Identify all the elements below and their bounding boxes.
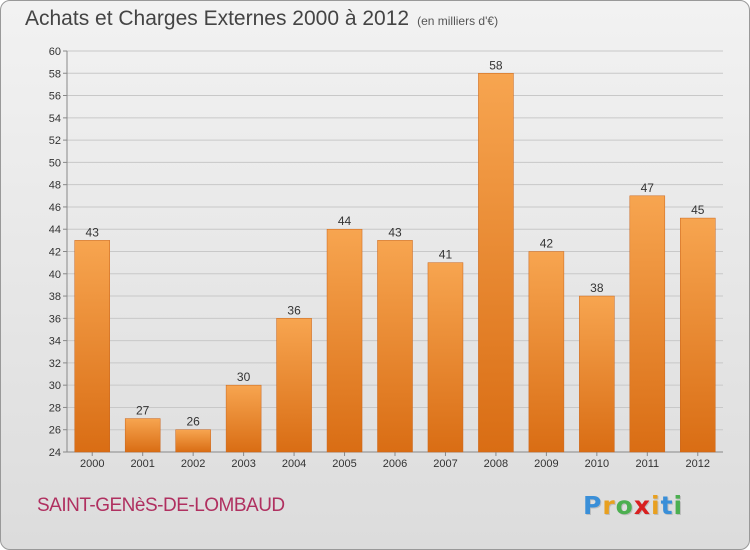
y-tick-label: 40 (49, 269, 61, 281)
x-tick-label: 2009 (534, 458, 558, 470)
bar (377, 240, 413, 453)
y-tick-label: 46 (49, 202, 61, 214)
y-tick-label: 54 (49, 113, 61, 125)
y-tick-label: 58 (49, 68, 61, 80)
y-tick-label: 34 (49, 336, 61, 348)
data-label: 43 (388, 225, 402, 239)
y-tick-label: 48 (49, 180, 61, 192)
y-tick-label: 38 (49, 291, 61, 303)
y-tick-label: 50 (49, 157, 61, 169)
logo-letter: i (673, 491, 684, 520)
bar (629, 195, 666, 453)
y-tick-labels: 24 26 28 30 32 34 36 38 40 42 44 46 48 50 52 54 56 58 60 (49, 46, 61, 459)
bar (579, 295, 615, 453)
proxiti-logo[interactable]: Proxiti (583, 491, 683, 520)
x-tick-label: 2006 (383, 458, 407, 470)
y-tick-label: 56 (49, 91, 61, 103)
y-tick-label: 26 (49, 425, 61, 437)
data-label: 45 (691, 203, 705, 217)
x-tick-label: 2000 (80, 458, 104, 470)
y-tick-label: 44 (49, 224, 61, 236)
y-tick-label: 52 (49, 135, 61, 147)
bar (276, 318, 312, 453)
bar (528, 251, 565, 453)
bar (74, 240, 110, 453)
x-tick-label: 2005 (332, 458, 356, 470)
y-tick-label: 28 (49, 402, 61, 414)
y-tick-label: 42 (49, 247, 61, 259)
data-label: 36 (287, 303, 301, 317)
x-tick-label: 2001 (130, 458, 154, 470)
bar (124, 418, 161, 453)
data-label: 58 (489, 58, 503, 72)
x-tick-label: 2011 (635, 458, 659, 470)
y-tick-label: 32 (49, 358, 61, 370)
x-tick-label: 2012 (686, 458, 710, 470)
x-tick-label: 2004 (282, 458, 306, 470)
bars (74, 73, 716, 453)
bar (326, 228, 363, 453)
chart-title: Achats et Charges Externes 2000 à 2012 (e… (25, 7, 498, 31)
x-tick-label: 2002 (181, 458, 205, 470)
y-tick-label: 36 (49, 313, 61, 325)
data-label: 41 (439, 248, 453, 262)
x-tick-label: 2010 (585, 458, 609, 470)
bar (175, 429, 211, 453)
bar (478, 73, 514, 453)
bar (225, 384, 262, 453)
logo-letter: i (651, 491, 661, 520)
data-label: 43 (86, 225, 100, 239)
bar (680, 217, 716, 453)
y-tick-label: 60 (49, 46, 61, 58)
unit-label: (en milliers d'€) (417, 14, 499, 28)
data-label: 27 (136, 404, 150, 418)
logo-letter: r (602, 491, 616, 520)
logo-letter: o (615, 491, 634, 520)
y-tick-label: 24 (49, 447, 61, 459)
commune-name: SAINT-GENèS-DE-LOMBAUD (37, 495, 285, 516)
logo-letter: x (633, 491, 651, 520)
data-label: 30 (237, 370, 251, 384)
logo-letter: t (660, 491, 674, 520)
data-labels: 43 27 26 30 36 44 43 41 58 42 38 47 45 (86, 58, 705, 428)
title-text: Achats et Charges Externes 2000 à 2012 (25, 7, 410, 30)
x-tick-label: 2007 (433, 458, 457, 470)
data-label: 47 (641, 181, 655, 195)
bar (427, 262, 464, 453)
logo-letter: P (583, 491, 603, 520)
y-tick-label: 30 (49, 380, 61, 392)
x-tick-label: 2008 (484, 458, 508, 470)
x-tick-label: 2003 (231, 458, 255, 470)
x-tick-labels: 2000 2001 2002 2003 2004 2005 2006 2007 2008 2009… (80, 458, 710, 470)
data-label: 44 (338, 214, 352, 228)
data-label: 38 (590, 281, 604, 295)
data-label: 26 (186, 415, 200, 429)
data-label: 42 (540, 237, 554, 251)
